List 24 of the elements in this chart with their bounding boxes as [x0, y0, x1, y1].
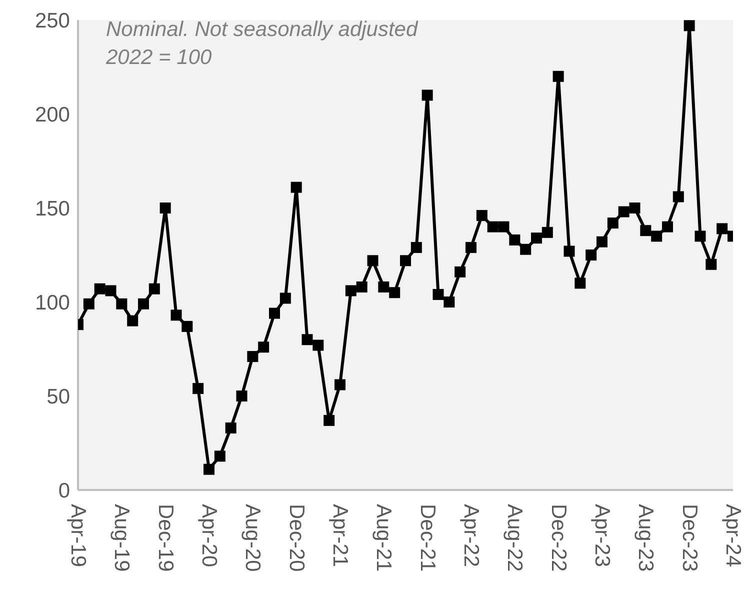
x-tick-label: Apr-19 [66, 504, 90, 568]
y-tick-label: 100 [34, 291, 70, 314]
x-tick-label: Aug-21 [372, 504, 396, 572]
x-tick-label: Aug-20 [241, 504, 264, 572]
x-tick-label: Apr-21 [328, 504, 352, 568]
y-tick-label: 50 [46, 385, 70, 408]
y-tick-label: 0 [58, 479, 70, 502]
x-tick-label: Dec-22 [546, 504, 570, 572]
y-tick-label: 200 [34, 103, 70, 126]
x-tick-label: Dec-21 [416, 504, 439, 572]
x-tick-label: Aug-22 [503, 504, 526, 572]
x-tick-label: Dec-20 [284, 504, 308, 572]
y-tick-label: 250 [34, 9, 70, 32]
x-tick-label: Aug-23 [634, 504, 658, 572]
x-tick-label: Apr-24 [722, 504, 744, 568]
annotation: 2022 = 100 [106, 45, 213, 71]
x-tick-label: Apr-20 [198, 504, 220, 568]
annotation: Nominal. Not seasonally adjusted [106, 17, 418, 43]
x-tick-label: Apr-22 [460, 504, 482, 568]
y-tick-label: 150 [34, 197, 70, 220]
x-tick-label: Dec-19 [154, 504, 177, 572]
x-tick-label: Apr-23 [590, 504, 614, 568]
x-tick-label: Dec-23 [678, 504, 701, 572]
x-tick-label: Aug-19 [110, 504, 134, 572]
